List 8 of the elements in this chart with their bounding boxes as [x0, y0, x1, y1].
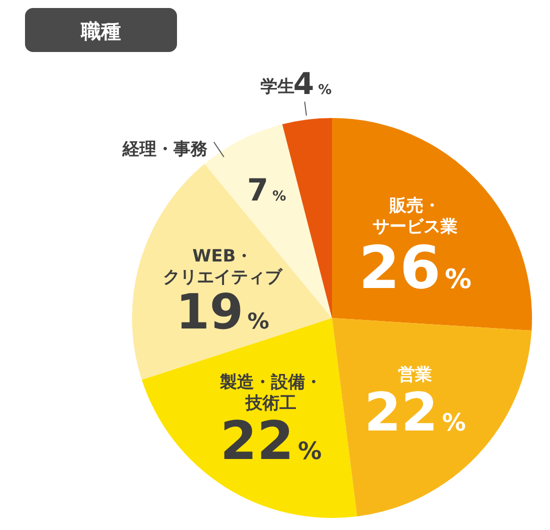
chart-title: 職種 [80, 19, 121, 43]
slice-label: 製造・設備・技術工 [218, 372, 322, 414]
slice-label: 経理・事務 [122, 140, 208, 160]
data-label: 7% [247, 173, 286, 208]
slice-label: 販売・サービス業 [372, 196, 458, 237]
data-label: 4% [293, 66, 332, 102]
slice-label: 学生 [260, 76, 294, 97]
data-label: 22% [220, 411, 322, 472]
